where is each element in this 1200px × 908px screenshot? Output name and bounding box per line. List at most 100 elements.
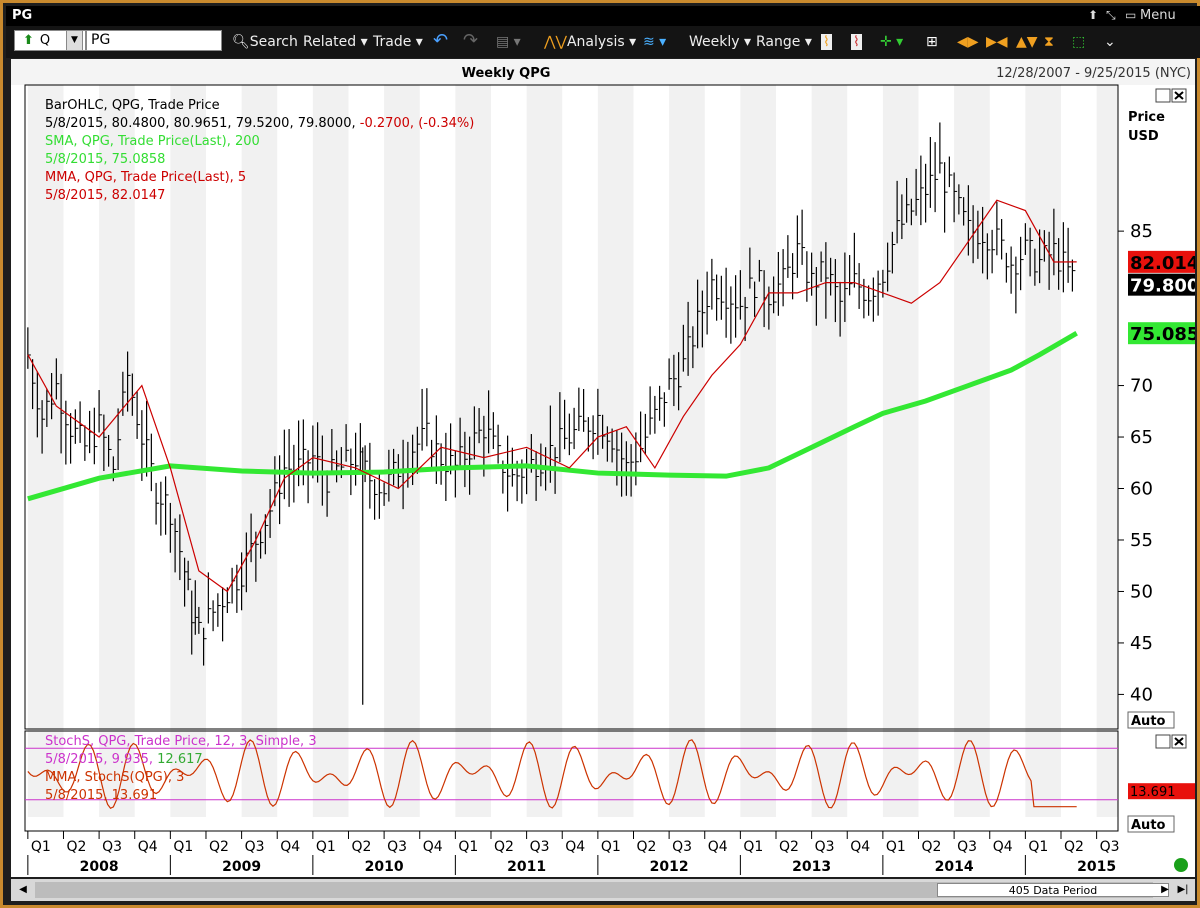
scroll-end-button[interactable]: ▶| — [1177, 884, 1189, 895]
ohlc-bar — [459, 417, 464, 468]
ohlc-bar — [630, 444, 635, 497]
ohlc-bar — [682, 324, 687, 372]
ohlc-bar — [1024, 223, 1029, 255]
symbol-mode-value: Q — [39, 33, 51, 48]
zoom-in-icon[interactable]: ▶◀ — [986, 34, 1008, 50]
x-year-label: 2010 — [365, 859, 404, 875]
undo-icon[interactable]: ↶ — [433, 30, 449, 51]
ohlc-bar — [1034, 248, 1038, 286]
search-button[interactable]: 🔍︎Search — [232, 34, 298, 50]
quarter-band — [27, 85, 64, 817]
expand-vertical-icon[interactable]: ▲▼ — [1016, 34, 1038, 50]
zoom-box-icon[interactable]: ⊞ — [926, 34, 938, 50]
ohlc-bar — [426, 388, 430, 447]
ohlc-bar — [241, 552, 245, 611]
pin-icon[interactable]: ⬆ — [1088, 8, 1099, 22]
ohlc-bar — [108, 434, 112, 467]
window-title: PG — [12, 8, 33, 23]
ohlc-bar — [602, 414, 606, 449]
ohlc-bar — [986, 233, 991, 280]
x-quarter-label: Q2 — [209, 839, 229, 855]
x-quarter-label: Q4 — [138, 839, 158, 855]
ohlc-bar — [687, 301, 692, 376]
chart-area[interactable]: Weekly QPG 12/28/2007 - 9/25/2015 (NYC) 85… — [11, 59, 1195, 877]
compress-vertical-icon[interactable]: ⧗ — [1044, 34, 1054, 50]
x-year-label: 2012 — [650, 859, 689, 875]
ohlc-bar — [93, 407, 98, 465]
ohlc-bar — [51, 372, 55, 420]
scroll-thumb[interactable]: 405 Data Period — [937, 883, 1169, 897]
analysis-menu[interactable]: ⋀⋁Analysis ▾ — [544, 34, 637, 50]
sma-price-tag-bg — [1128, 322, 1195, 345]
bar-legend-line2: 5/8/2015, 80.4800, 80.9651, 79.5200, 79.… — [45, 116, 475, 131]
ohlc-bar — [625, 441, 630, 496]
scroll-right-button[interactable]: ▶ — [1161, 884, 1169, 895]
x-quarter-label: Q2 — [351, 839, 371, 855]
scroll-track[interactable]: 405 Data Period — [35, 882, 1169, 898]
quarter-band — [1025, 85, 1061, 817]
scroll-left-button[interactable]: ◀ — [19, 884, 27, 895]
symbol-mode-dropdown[interactable]: ▼ — [66, 30, 83, 51]
price-tick-label: 85 — [1130, 221, 1153, 242]
ohlc-bar — [839, 281, 844, 337]
bar-legend-line1: BarOHLC, QPG, Trade Price — [45, 98, 220, 113]
ohlc-bar — [597, 388, 601, 455]
price-tick-label: 60 — [1130, 479, 1153, 500]
menu-button[interactable]: Menu — [1140, 8, 1176, 23]
ohlc-bar — [1062, 222, 1067, 293]
compare-icon[interactable]: ⌇ — [851, 34, 862, 50]
line-chart-icon[interactable]: ⌇ — [821, 34, 832, 50]
ohlc-bar — [573, 407, 578, 450]
ohlc-bar — [583, 388, 587, 432]
ohlc-bar — [269, 489, 274, 538]
chart-template-icon[interactable]: ▤ ▾ — [496, 34, 521, 50]
redo-icon[interactable]: ↷ — [463, 30, 479, 51]
ohlc-bar — [735, 275, 739, 338]
crosshair-icon[interactable]: ✛ ▾ — [880, 34, 904, 50]
x-year-label: 2014 — [935, 859, 974, 875]
related-menu[interactable]: Related ▾ — [303, 34, 368, 50]
ohlc-bar — [473, 406, 478, 460]
range-menu[interactable]: Range ▾ — [756, 34, 812, 50]
select-tool-icon[interactable]: ⬚ — [1072, 34, 1086, 50]
ohlc-bar — [32, 359, 36, 410]
stoch-mma-line — [27, 739, 1077, 809]
chart-header-strip — [11, 59, 1195, 85]
x-quarter-label: Q3 — [387, 839, 407, 855]
menu-icon[interactable]: ▭ — [1125, 8, 1137, 22]
ohlc-bar — [374, 479, 378, 520]
price-axis-title: Price — [1128, 110, 1165, 125]
trade-menu[interactable]: Trade ▾ — [373, 34, 423, 50]
symbol-input[interactable]: PG — [86, 30, 222, 51]
more-chevron-icon[interactable]: ⌄ — [1104, 34, 1116, 50]
chart-svg[interactable]: Weekly QPG 12/28/2007 - 9/25/2015 (NYC) 85… — [11, 59, 1195, 877]
restore-icon[interactable]: ⤡ — [1106, 8, 1116, 22]
x-quarter-label: Q4 — [850, 839, 870, 855]
periodicity-menu[interactable]: Weekly ▾ — [689, 34, 752, 50]
studies-icon[interactable]: ≋ ▾ — [643, 34, 667, 50]
ohlc-bar — [41, 400, 46, 454]
ohlc-bar — [464, 431, 468, 488]
status-dot-icon — [1174, 858, 1188, 872]
price-pane-border — [24, 84, 1119, 730]
mma-price-tag: 82.0147 — [1130, 253, 1195, 274]
ohlc-bar — [720, 275, 725, 320]
mma-legend-line2: 5/8/2015, 82.0147 — [45, 188, 166, 203]
ohlc-bar — [806, 251, 810, 302]
ohlc-bar — [621, 432, 625, 497]
ohlc-bar — [654, 395, 658, 434]
ohlc-bar — [150, 433, 155, 492]
ohlc-bar — [416, 426, 421, 474]
ohlc-bar — [1010, 246, 1015, 294]
ohlc-bar — [872, 277, 877, 322]
ohlc-bar — [383, 482, 388, 506]
quarter-band — [170, 85, 206, 817]
ohlc-bar — [312, 425, 316, 479]
ohlc-bar — [711, 258, 715, 310]
price-tick-label: 55 — [1130, 530, 1153, 551]
scroll-left-icon[interactable]: ◀▶ — [957, 34, 979, 50]
ohlc-bar — [891, 231, 896, 274]
arrow-up-icon: ⬆ — [23, 33, 34, 48]
x-quarter-label: Q4 — [708, 839, 728, 855]
scroll-bar[interactable]: ◀ 405 Data Period ▶ ▶| — [11, 879, 1195, 901]
